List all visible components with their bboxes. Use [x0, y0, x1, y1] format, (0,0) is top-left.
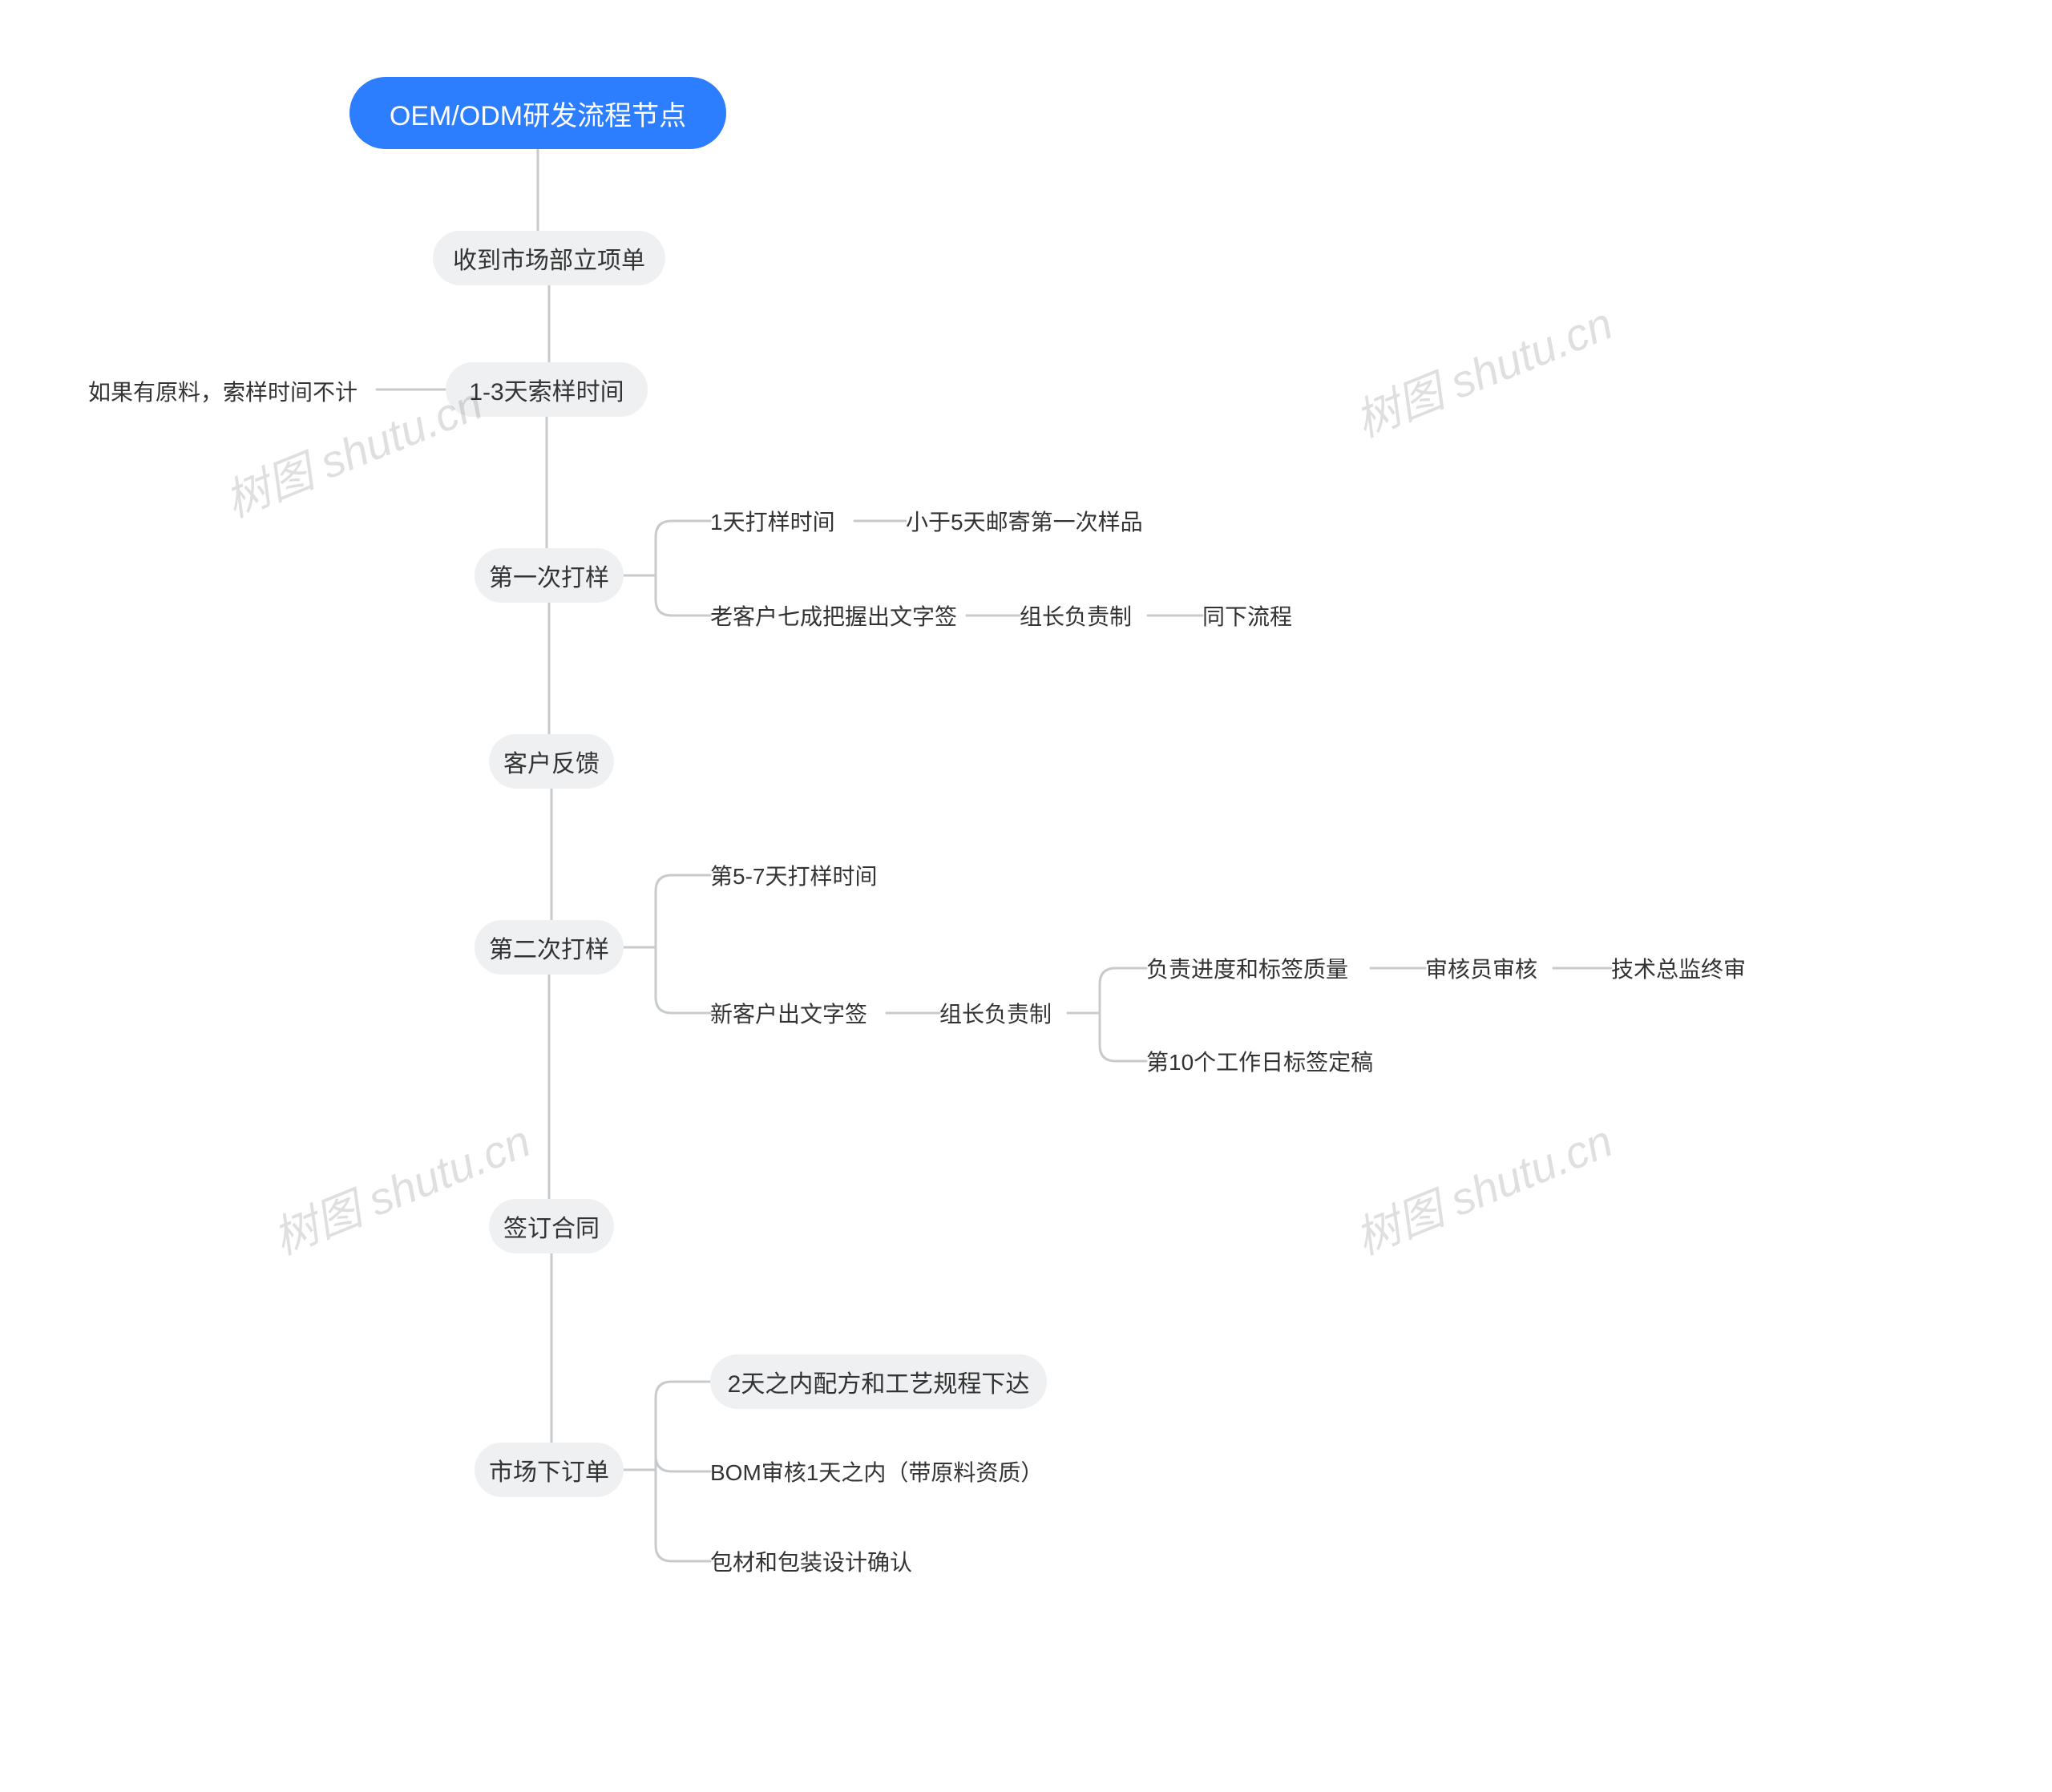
node-label: 老客户七成把握出文字签 [710, 599, 957, 632]
node-label: 如果有原料，索样时间不计 [88, 375, 357, 407]
node-label: 审核员审核 [1425, 952, 1537, 984]
node-label: 新客户出文字签 [710, 997, 867, 1029]
watermark: 树图 shutu.cn [1344, 1105, 1621, 1267]
node-n3b2: 同下流程 [1202, 599, 1307, 632]
node-n7b: BOM审核1天之内（带原料资质） [710, 1455, 1047, 1487]
node-label: 2天之内配方和工艺规程下达 [728, 1364, 1030, 1399]
node-label: 第5-7天打样时间 [710, 859, 877, 891]
node-label: 第10个工作日标签定稿 [1146, 1045, 1373, 1077]
node-label: 同下流程 [1202, 599, 1292, 632]
node-label: OEM/ODM研发流程节点 [390, 94, 686, 133]
node-label: 负责进度和标签质量 [1146, 952, 1348, 984]
node-label: 包材和包装设计确认 [710, 1545, 912, 1577]
node-n5: 第二次打样 [475, 920, 624, 975]
node-n5b1a1: 审核员审核 [1425, 952, 1553, 984]
node-label: 客户反馈 [503, 744, 600, 779]
node-label: 第一次打样 [489, 558, 609, 593]
mindmap-canvas: OEM/ODM研发流程节点收到市场部立项单 1-3天索样时间 如果有原料，索样时间不… [0, 0, 2052, 1792]
node-n5a: 第5-7天打样时间 [710, 859, 903, 891]
node-n2: 1-3天索样时间 [446, 362, 648, 417]
node-label: 1-3天索样时间 [469, 372, 624, 407]
node-n1: 收到市场部立项单 [433, 231, 665, 285]
node-label: 市场下订单 [489, 1452, 609, 1487]
node-label: 收到市场部立项单 [453, 240, 645, 276]
node-n5b: 新客户出文字签 [710, 997, 887, 1029]
node-label: 第二次打样 [489, 930, 609, 965]
watermark: 树图 shutu.cn [1344, 288, 1621, 450]
node-n3a: 1天打样时间 [710, 505, 854, 537]
node-label: 组长负责制 [1020, 599, 1132, 632]
node-n3: 第一次打样 [475, 548, 624, 603]
node-n3b: 老客户七成把握出文字签 [710, 599, 967, 632]
node-label: 组长负责制 [939, 997, 1052, 1029]
edge-layer [0, 0, 2052, 1792]
node-n5b1a2: 技术总监终审 [1611, 952, 1763, 984]
node-root: OEM/ODM研发流程节点 [349, 77, 726, 149]
node-n7c: 包材和包装设计确认 [710, 1545, 935, 1577]
node-n6: 签订合同 [489, 1199, 614, 1253]
node-label: 签订合同 [503, 1209, 600, 1244]
node-n3b1: 组长负责制 [1020, 599, 1148, 632]
node-n3a1: 小于5天邮寄第一次样品 [906, 505, 1162, 537]
node-n7a: 2天之内配方和工艺规程下达 [710, 1354, 1047, 1409]
node-n2l: 如果有原料，索样时间不计 [88, 375, 377, 407]
node-label: 小于5天邮寄第一次样品 [906, 505, 1143, 537]
node-n5b1b: 第10个工作日标签定稿 [1146, 1045, 1395, 1077]
node-n5b1a: 负责进度和标签质量 [1146, 952, 1371, 984]
node-n4: 客户反馈 [489, 734, 614, 789]
node-label: 1天打样时间 [710, 505, 835, 537]
node-n5b1: 组长负责制 [939, 997, 1068, 1029]
node-label: 技术总监终审 [1611, 952, 1746, 984]
node-label: BOM审核1天之内（带原料资质） [710, 1455, 1043, 1487]
node-n7: 市场下订单 [475, 1443, 624, 1497]
